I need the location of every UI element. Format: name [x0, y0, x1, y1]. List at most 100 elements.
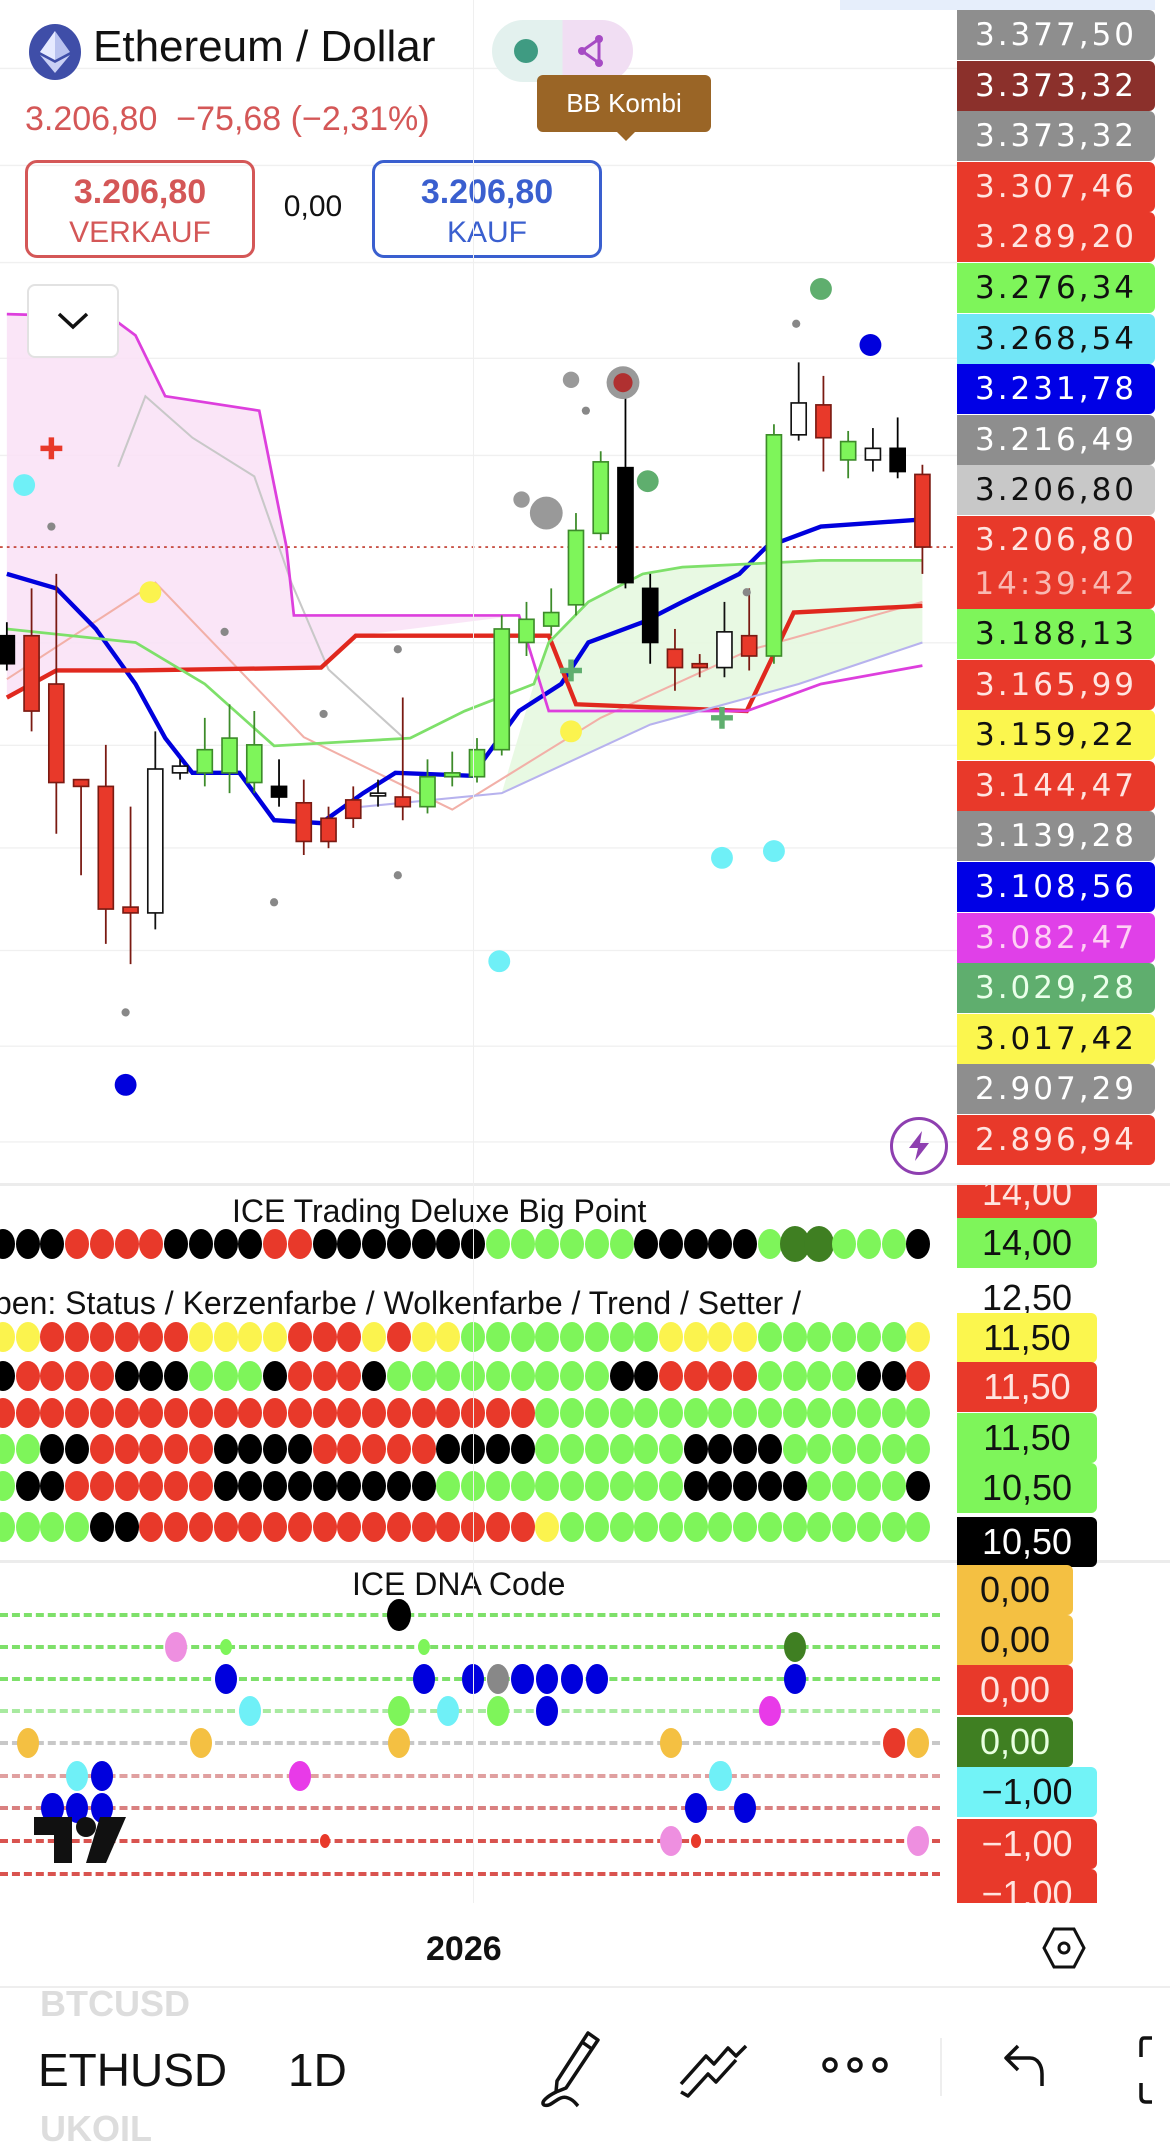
bigpoint-dot	[535, 1229, 560, 1259]
status-dot	[634, 1434, 659, 1464]
candle	[369, 779, 387, 807]
pane-divider[interactable]	[0, 1560, 1170, 1563]
bigpoint-dot	[238, 1229, 263, 1259]
status-dot	[881, 1471, 906, 1501]
signal-dot	[513, 491, 530, 508]
status-dot	[832, 1322, 857, 1352]
candle-body	[196, 748, 214, 774]
symbol-prev[interactable]: BTCUSD	[40, 1983, 190, 2024]
status-dot	[683, 1471, 708, 1501]
candle-body	[23, 634, 40, 712]
price-axis-label: 3.144,47	[957, 760, 1155, 811]
status-dot	[906, 1398, 931, 1428]
price-label-text: 3.082,47	[974, 919, 1138, 956]
candle-body	[641, 587, 659, 644]
candle-body	[567, 529, 585, 606]
status-dot	[881, 1361, 906, 1391]
bigpoint-panel-title: ICE Trading Deluxe Big Point	[232, 1193, 647, 1229]
status-dot	[287, 1361, 312, 1391]
candle	[245, 711, 263, 794]
symbol-selector[interactable]: ETHUSD	[38, 2044, 228, 2096]
status-panel-title: ben: Status / Kerzenfarbe / Wolkenfarbe …	[0, 1285, 801, 1321]
price-axis-label: 3.108,56	[957, 862, 1155, 912]
status-dot	[213, 1434, 238, 1464]
signal-dot	[47, 522, 56, 531]
price-chart[interactable]	[0, 0, 957, 1183]
status-dot	[139, 1361, 164, 1391]
status-dot	[188, 1434, 213, 1464]
more-options-icon[interactable]	[820, 2050, 890, 2080]
symbol-title[interactable]: Ethereum / Dollar	[93, 22, 436, 71]
candle	[889, 417, 907, 479]
lightning-alert-button[interactable]	[890, 1117, 948, 1175]
status-dot	[188, 1512, 213, 1542]
bigpoint-dot	[114, 1229, 139, 1259]
status-dot	[757, 1322, 782, 1352]
dna-level-line	[0, 1645, 940, 1649]
candle-body	[592, 461, 610, 535]
dna-level-line	[0, 1872, 940, 1876]
pattern-tools-icon[interactable]	[678, 2040, 750, 2098]
undo-icon[interactable]	[1002, 2040, 1052, 2090]
status-dot	[164, 1471, 189, 1501]
sell-button[interactable]: 3.206,80 VERKAUF	[25, 160, 255, 258]
symbol-next[interactable]: UKOIL	[40, 2108, 152, 2149]
pane-divider[interactable]	[0, 1183, 1170, 1186]
status-dot	[807, 1398, 832, 1428]
status-dot	[733, 1398, 758, 1428]
dna-signal-dot	[41, 1793, 64, 1823]
bigpoint-dot	[733, 1229, 758, 1259]
candle-body	[171, 765, 189, 774]
signal-dot	[269, 898, 279, 907]
status-dot	[757, 1434, 782, 1464]
bigpoint-dot	[15, 1229, 40, 1259]
bigpoint-dot	[312, 1229, 337, 1259]
signal-dot	[560, 720, 582, 743]
dna-signal-dot	[66, 1793, 89, 1823]
status-dot	[436, 1471, 461, 1501]
status-dot	[658, 1322, 683, 1352]
status-dot	[807, 1512, 832, 1542]
dna-signal-dot	[709, 1761, 732, 1791]
price-axis-label: 3.231,78	[957, 364, 1155, 415]
dna-signal-dot	[165, 1632, 188, 1662]
status-dot	[560, 1512, 585, 1542]
status-dot	[683, 1398, 708, 1428]
bigpoint-dot	[584, 1229, 609, 1259]
dna-signal-dot	[412, 1664, 435, 1694]
dna-signal-dot	[907, 1728, 930, 1758]
indicator-toggle-pill[interactable]	[492, 20, 633, 82]
price-axis-label: 3.373,32	[957, 60, 1155, 111]
status-dot	[213, 1512, 238, 1542]
status-dot	[139, 1322, 164, 1352]
candle	[443, 751, 461, 787]
status-axis-label: 11,50	[957, 1413, 1097, 1463]
status-dot	[40, 1322, 65, 1352]
collapse-legend-button[interactable]	[27, 284, 119, 358]
bigpoint-dot	[40, 1229, 65, 1259]
dna-signal-dot	[536, 1696, 559, 1726]
interval-selector[interactable]: 1D	[288, 2044, 347, 2096]
chart-settings-hexagon-icon[interactable]	[1042, 1926, 1086, 1970]
fullscreen-icon[interactable]	[1138, 2035, 1170, 2105]
status-dot	[584, 1512, 609, 1542]
lightning-icon	[909, 1131, 929, 1161]
status-dot	[832, 1398, 857, 1428]
buy-button[interactable]: 3.206,80 KAUF	[372, 160, 602, 258]
status-dot	[485, 1361, 510, 1391]
share-nodes-icon[interactable]	[574, 34, 608, 68]
drawing-pen-icon[interactable]	[538, 2030, 604, 2108]
toolbar-divider	[940, 2038, 942, 2096]
status-dot	[757, 1398, 782, 1428]
dna-signal-dot	[690, 1834, 701, 1848]
status-dot	[856, 1361, 881, 1391]
signal-cross	[711, 706, 733, 729]
status-dot	[312, 1398, 337, 1428]
price-label-text: 3.373,32	[974, 118, 1138, 155]
status-dot	[40, 1361, 65, 1391]
dna-axis-label: 0,00	[957, 1615, 1073, 1665]
dna-level-line	[0, 1806, 940, 1810]
dna-panel-title: ICE DNA Code	[352, 1566, 566, 1602]
status-dot	[906, 1361, 931, 1391]
price-label-text: 3.206,80	[974, 522, 1138, 558]
